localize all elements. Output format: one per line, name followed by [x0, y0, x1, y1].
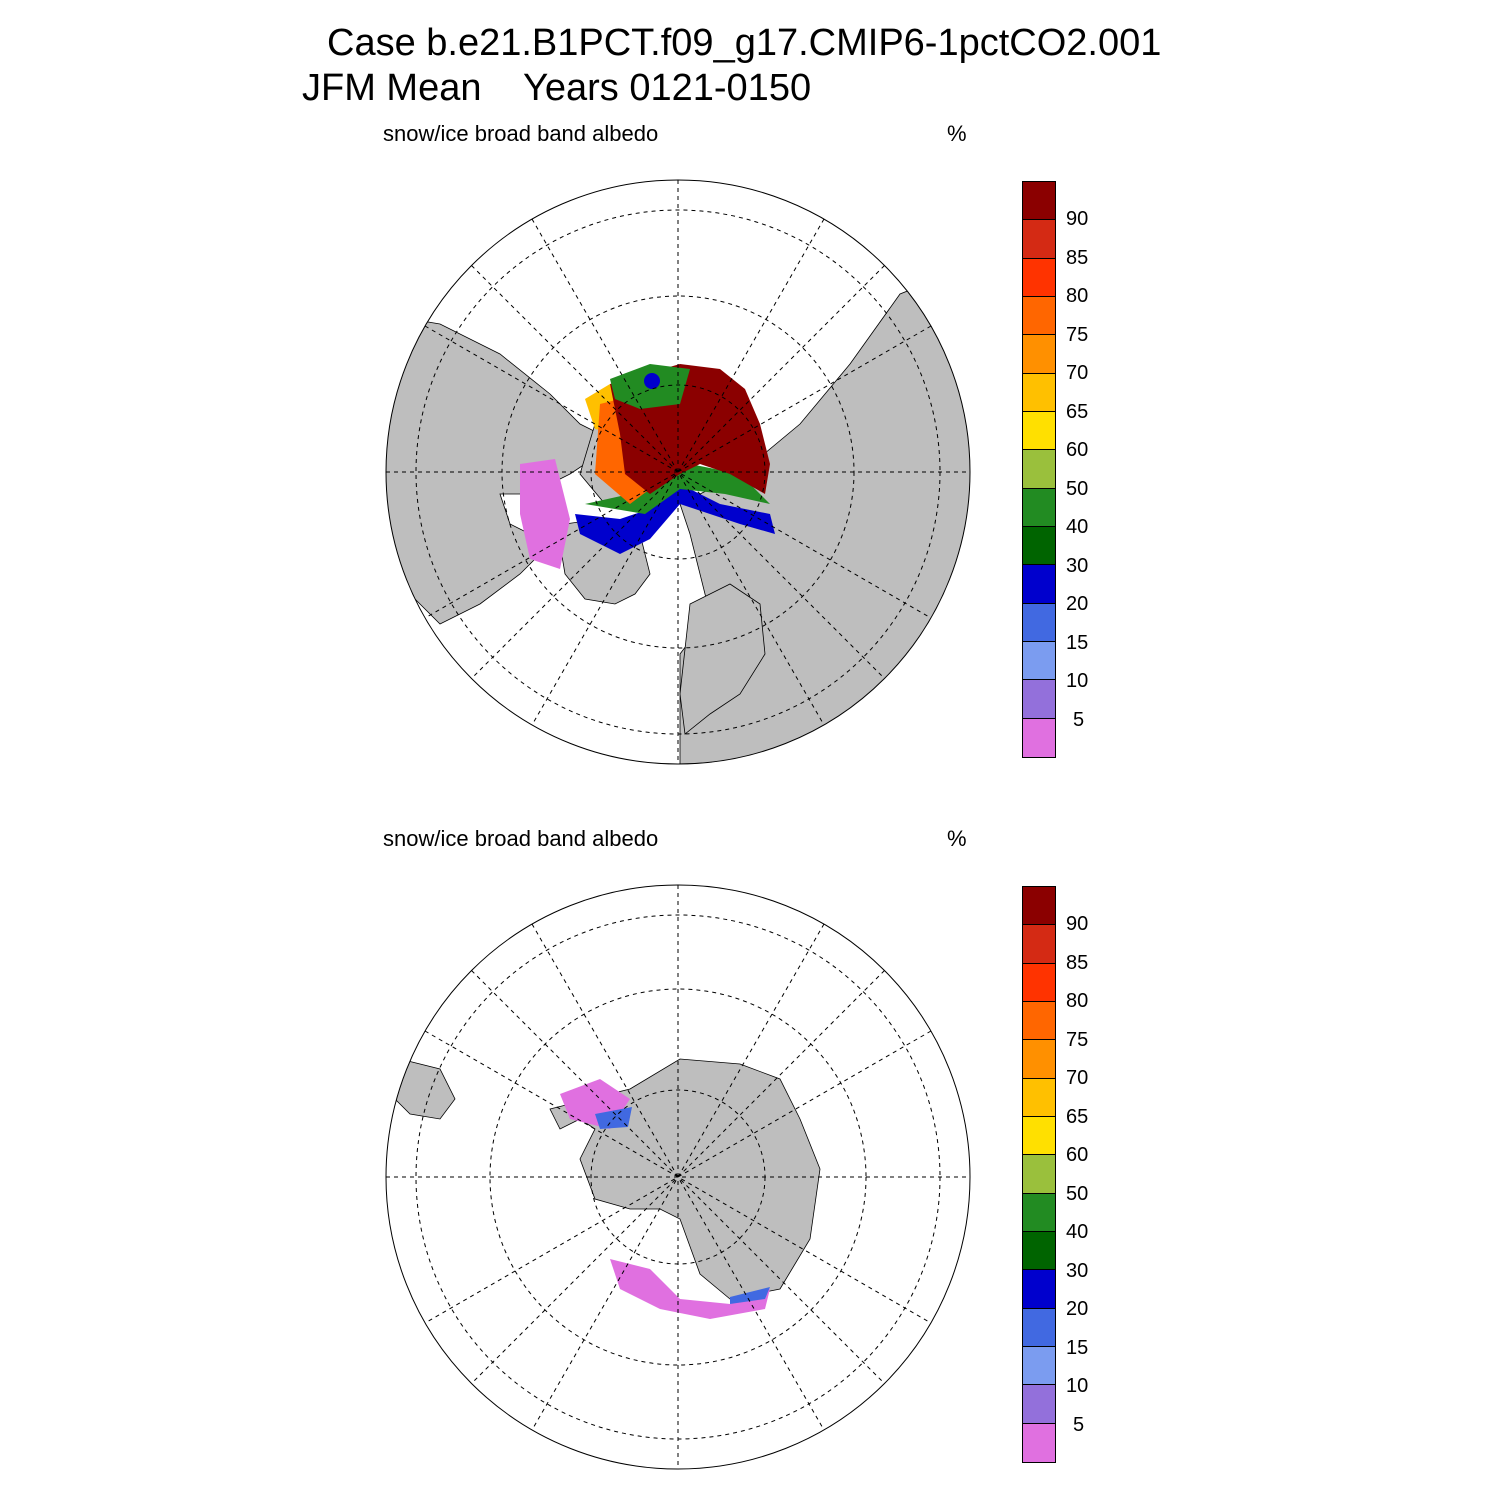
colorbar-swatch	[1023, 373, 1055, 412]
colorbar-tick-label: 65	[1066, 1105, 1089, 1128]
colorbar-swatch	[1023, 641, 1055, 681]
north-polar-map	[385, 179, 971, 765]
colorbar-swatch	[1023, 1308, 1055, 1347]
colorbar-swatch	[1023, 887, 1055, 926]
north-land-europe	[679, 583, 766, 735]
north-graticule	[386, 180, 970, 764]
colorbar-tick-label: 65	[1066, 400, 1089, 423]
north-map-border	[385, 179, 971, 765]
colorbar-tick-label: 85	[1066, 951, 1089, 974]
colorbar-swatch	[1023, 182, 1055, 221]
panel-north-units-label: %	[947, 121, 967, 146]
colorbar-tick-label: 70	[1066, 362, 1089, 385]
colorbar-swatch	[1023, 1346, 1055, 1386]
colorbar-tick-label: 10	[1066, 670, 1089, 693]
figure-title-case: Case b.e21.B1PCT.f09_g17.CMIP6-1pctCO2.0…	[327, 22, 1162, 64]
colorbar-swatch	[1023, 411, 1055, 451]
colorbar-tick-label: 40	[1066, 516, 1089, 539]
colorbar-swatch	[1023, 1193, 1055, 1232]
north-land-north-america	[386, 313, 611, 625]
colorbar-tick-label: 15	[1066, 631, 1089, 654]
colorbar-swatch	[1023, 1231, 1055, 1271]
colorbar-swatch	[1023, 1385, 1055, 1424]
colorbar-swatch	[1023, 1270, 1055, 1309]
colorbar-swatch	[1023, 488, 1055, 527]
colorbar-tick-label: 5	[1073, 1413, 1085, 1436]
colorbar-tick-label: 90	[1066, 208, 1089, 231]
colorbar-tick-label: 40	[1066, 1221, 1089, 1244]
north-colorbar	[1022, 181, 1056, 758]
colorbar-tick-label: 85	[1066, 246, 1089, 269]
colorbar-tick-label: 10	[1066, 1375, 1089, 1398]
south-map-border	[385, 884, 971, 1470]
colorbar-tick-label: 20	[1066, 593, 1089, 616]
colorbar-swatch	[1023, 718, 1055, 757]
south-colorbar	[1022, 886, 1056, 1463]
colorbar-tick-label: 60	[1066, 439, 1089, 462]
colorbar-tick-label: 75	[1066, 323, 1089, 346]
colorbar-tick-label: 15	[1066, 1336, 1089, 1359]
colorbar-tick-label: 50	[1066, 477, 1089, 500]
colorbar-swatch	[1023, 450, 1055, 489]
colorbar-swatch	[1023, 680, 1055, 719]
colorbar-swatch	[1023, 526, 1055, 566]
colorbar-swatch	[1023, 963, 1055, 1002]
colorbar-tick-label: 30	[1066, 554, 1089, 577]
colorbar-swatch	[1023, 1078, 1055, 1117]
south-graticule	[386, 885, 970, 1469]
figure-title-period: JFM Mean Years 0121-0150	[302, 67, 812, 109]
colorbar-tick-label: 90	[1066, 913, 1089, 936]
colorbar-tick-label: 70	[1066, 1067, 1089, 1090]
panel-north-variable-label: snow/ice broad band albedo	[383, 121, 659, 146]
colorbar-swatch	[1023, 925, 1055, 964]
colorbar-tick-label: 5	[1073, 708, 1085, 731]
south-polar-map	[385, 884, 971, 1470]
colorbar-tick-label: 20	[1066, 1298, 1089, 1321]
colorbar-swatch	[1023, 1423, 1055, 1462]
colorbar-swatch	[1023, 1155, 1055, 1194]
colorbar-tick-label: 50	[1066, 1182, 1089, 1205]
south-ice-ross-edge	[730, 1287, 770, 1304]
colorbar-swatch	[1023, 258, 1055, 297]
panel-south-units-label: %	[947, 826, 967, 851]
panel-south-variable-label: snow/ice broad band albedo	[383, 826, 659, 851]
colorbar-swatch	[1023, 296, 1055, 336]
colorbar-tick-label: 30	[1066, 1259, 1089, 1282]
colorbar-tick-label: 80	[1066, 990, 1089, 1013]
colorbar-tick-label: 60	[1066, 1144, 1089, 1167]
colorbar-swatch	[1023, 220, 1055, 259]
colorbar-tick-label: 80	[1066, 285, 1089, 308]
colorbar-tick-label: 75	[1066, 1028, 1089, 1051]
north-ice-atlantic-core	[644, 373, 660, 389]
colorbar-swatch	[1023, 1116, 1055, 1156]
colorbar-swatch	[1023, 1040, 1055, 1079]
colorbar-swatch	[1023, 335, 1055, 374]
colorbar-swatch	[1023, 1001, 1055, 1041]
colorbar-swatch	[1023, 565, 1055, 604]
north-ice-band-low	[520, 459, 570, 569]
north-ice-band-20	[575, 484, 775, 554]
colorbar-swatch	[1023, 603, 1055, 642]
